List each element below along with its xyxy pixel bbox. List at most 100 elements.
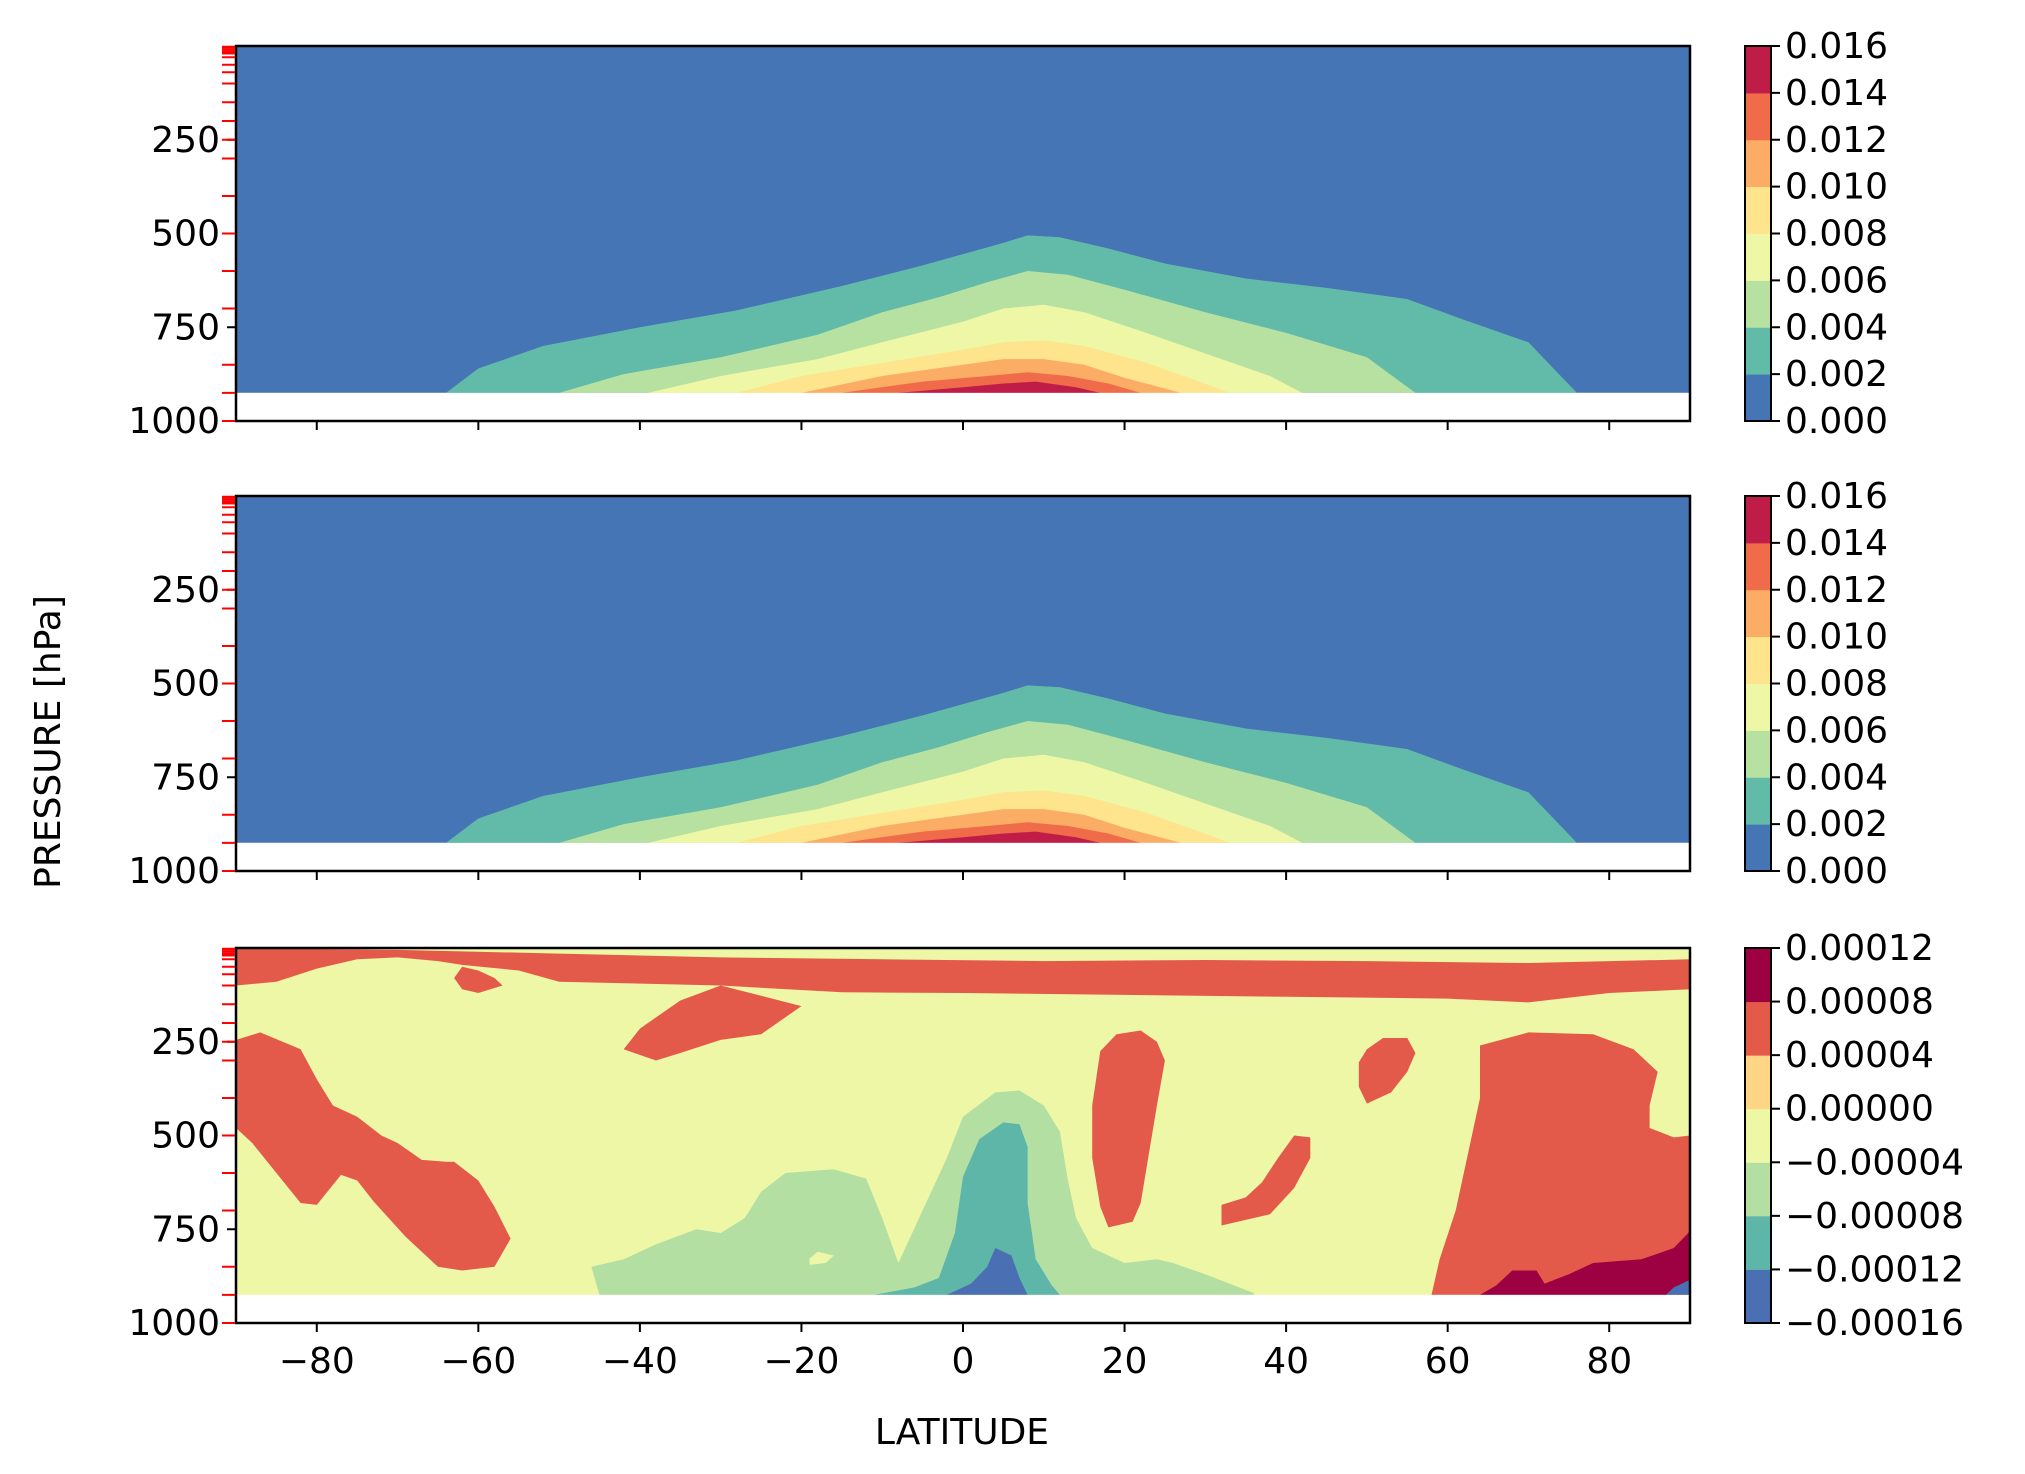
colorbar-tick-label: 0.00000 xyxy=(1785,1089,1934,1130)
colorbar-tick-label: 0.000 xyxy=(1785,851,1888,892)
colorbar-tick-label: 0.00012 xyxy=(1785,928,1934,969)
colorbar-band xyxy=(1745,280,1771,328)
colorbar-tick-label: −0.00004 xyxy=(1785,1142,1964,1183)
panel-3: 250 500 750 1000 −80 −60 −40 −20 0 20 40 60 80 −0.000… xyxy=(128,928,1964,1382)
colorbar-band xyxy=(1745,374,1771,422)
colorbar-tick-label: 0.004 xyxy=(1785,307,1888,348)
colorbar-band xyxy=(1745,730,1771,778)
colorbar-tick-label: 0.006 xyxy=(1785,260,1888,301)
y-tick-label: 250 xyxy=(151,570,220,611)
y-tick-label: 750 xyxy=(151,757,220,798)
colorbar-band xyxy=(1745,542,1771,591)
colorbar-tick-label: 0.014 xyxy=(1785,523,1888,564)
colorbar-band xyxy=(1745,139,1771,188)
colorbar-band xyxy=(1745,233,1771,281)
contour-region-7 xyxy=(1431,1032,1690,1295)
colorbar-tick-label: 0.008 xyxy=(1785,214,1888,255)
colorbar-band xyxy=(1745,46,1771,94)
contour-region-8 xyxy=(591,1090,1254,1295)
contour-region-5 xyxy=(1221,1135,1311,1226)
colorbar-band xyxy=(1745,327,1771,375)
contour-region-1 xyxy=(236,948,1690,1061)
colorbar-tick-label: 0.000 xyxy=(1785,401,1888,442)
colorbar-tick-label: 0.014 xyxy=(1785,73,1888,114)
colorbar-band xyxy=(1745,1055,1771,1110)
colorbar-band xyxy=(1745,636,1771,684)
missing-data-band xyxy=(236,842,1690,871)
y-tick-label: 250 xyxy=(151,1022,220,1063)
missing-data-band xyxy=(236,1294,1690,1323)
contour-band-7 xyxy=(898,831,1101,843)
x-tick-label: −60 xyxy=(440,1341,516,1382)
y-tick-label: 500 xyxy=(151,1116,220,1157)
colorbar-band xyxy=(1745,1001,1771,1056)
colorbar-band xyxy=(1745,92,1771,141)
plot-area xyxy=(236,948,1690,1323)
x-tick-label: −40 xyxy=(602,1341,678,1382)
contour-band-7 xyxy=(898,381,1101,393)
y-axis-title: PRESSURE [hPa] xyxy=(28,595,69,889)
colorbar-tick-label: 0.010 xyxy=(1785,617,1888,658)
contour-region-13 xyxy=(809,1251,834,1265)
plot-area xyxy=(236,46,1690,421)
colorbar-band xyxy=(1745,948,1771,1003)
y-tick-label: 750 xyxy=(151,1209,220,1250)
y-tick-label: 1000 xyxy=(128,401,220,442)
colorbar-band xyxy=(1745,777,1771,825)
colorbar-tick-label: 0.012 xyxy=(1785,570,1888,611)
x-tick-label: 60 xyxy=(1425,1341,1471,1382)
colorbar-tick-label: 0.004 xyxy=(1785,757,1888,798)
colorbar-band xyxy=(1745,1162,1771,1217)
colorbar-band xyxy=(1745,589,1771,638)
y-tick-label: 500 xyxy=(151,214,220,255)
colorbar-band xyxy=(1745,1108,1771,1163)
y-tick-label: 1000 xyxy=(128,851,220,892)
contour-region-2 xyxy=(236,1032,511,1271)
x-tick-label: 80 xyxy=(1586,1341,1632,1382)
colorbar-band xyxy=(1745,1215,1771,1270)
x-tick-label: −80 xyxy=(279,1341,355,1382)
colorbar-tick-label: 0.010 xyxy=(1785,167,1888,208)
colorbar-tick-label: 0.016 xyxy=(1785,476,1888,517)
x-tick-label: 20 xyxy=(1102,1341,1148,1382)
colorbar-tick-label: 0.012 xyxy=(1785,120,1888,161)
colorbar: −0.00016 −0.00012 −0.00008 −0.00004 0.00000 0… xyxy=(1744,928,1964,1344)
x-tick-label: 0 xyxy=(952,1341,975,1382)
x-axis-title: LATITUDE xyxy=(875,1412,1049,1453)
x-tick-label: −20 xyxy=(763,1341,839,1382)
colorbar-tick-label: 0.00008 xyxy=(1785,982,1934,1023)
colorbar: 0.000 0.002 0.004 0.006 0.008 0.010 0.012 0.014… xyxy=(1744,476,1888,892)
colorbar-band xyxy=(1745,1269,1771,1324)
colorbar-tick-label: 0.016 xyxy=(1785,26,1888,67)
colorbar-band xyxy=(1745,186,1771,234)
contour-region-12 xyxy=(1665,1279,1690,1295)
y-tick-label: 1000 xyxy=(128,1303,220,1344)
colorbar-tick-label: 0.002 xyxy=(1785,354,1888,395)
x-tick-label: 40 xyxy=(1263,1341,1309,1382)
y-tick-label: 500 xyxy=(151,664,220,705)
colorbar: 0.000 0.002 0.004 0.006 0.008 0.010 0.012 0.014… xyxy=(1744,26,1888,442)
colorbar-tick-label: −0.00012 xyxy=(1785,1249,1964,1290)
y-tick-label: 250 xyxy=(151,120,220,161)
colorbar-band xyxy=(1745,496,1771,544)
contour-region-4 xyxy=(1092,1030,1165,1228)
y-tick-label: 750 xyxy=(151,307,220,348)
colorbar-frame xyxy=(1744,947,1772,1324)
colorbar-tick-label: −0.00016 xyxy=(1785,1303,1964,1344)
contour-region-11 xyxy=(1480,1231,1690,1295)
colorbar-tick-label: 0.002 xyxy=(1785,804,1888,845)
contour-region-10 xyxy=(946,1248,1028,1295)
colorbar-tick-label: 0.006 xyxy=(1785,710,1888,751)
contour-region-6 xyxy=(1358,1038,1416,1104)
colorbar-tick-label: 0.008 xyxy=(1785,664,1888,705)
colorbar-band xyxy=(1745,683,1771,731)
plot-area xyxy=(236,496,1690,871)
colorbar-tick-label: 0.00004 xyxy=(1785,1035,1934,1076)
colorbar-tick-label: −0.00008 xyxy=(1785,1196,1964,1237)
contour-region-3 xyxy=(454,966,503,993)
colorbar-band xyxy=(1745,824,1771,872)
